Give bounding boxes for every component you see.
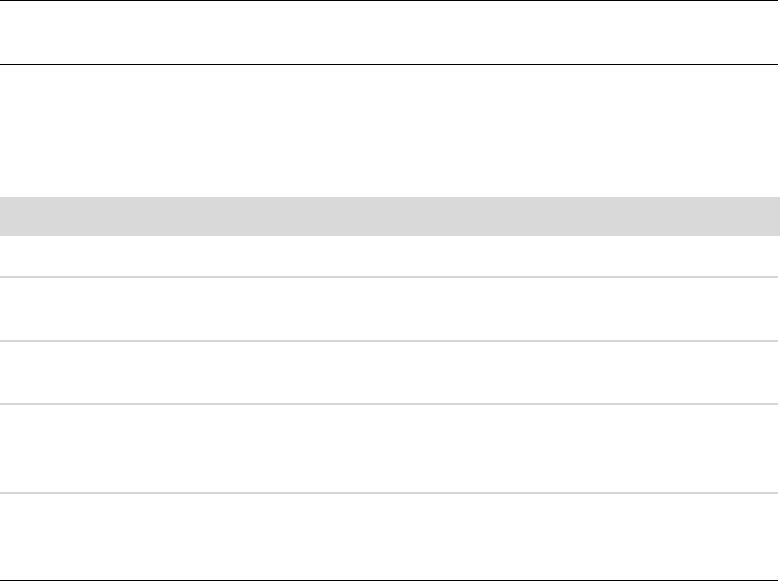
table-header-band <box>0 197 780 236</box>
